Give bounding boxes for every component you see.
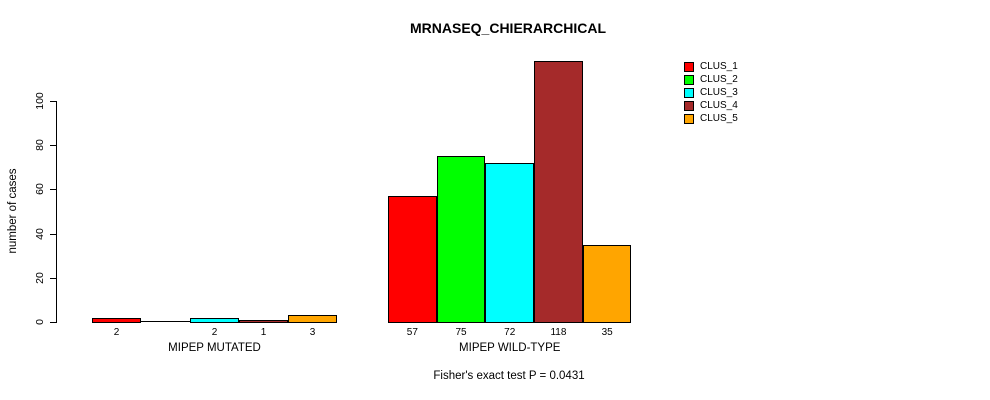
bar-value-label: 35 xyxy=(601,327,613,338)
legend-item: CLUS_4 xyxy=(684,99,738,112)
legend-item: CLUS_1 xyxy=(684,60,738,73)
bar xyxy=(190,317,239,323)
y-tick-mark xyxy=(50,101,56,102)
legend-item: CLUS_2 xyxy=(684,73,738,86)
legend-label: CLUS_5 xyxy=(700,113,738,124)
y-axis-line xyxy=(56,101,57,323)
bar-zero-line xyxy=(141,321,190,322)
bar xyxy=(288,315,337,323)
legend-swatch-icon xyxy=(684,74,694,85)
legend-label: CLUS_1 xyxy=(700,61,738,72)
legend-swatch-icon xyxy=(684,100,694,111)
y-tick-label: 40 xyxy=(34,227,46,240)
bar xyxy=(92,317,141,323)
bar xyxy=(388,196,437,323)
bar-value-label: 118 xyxy=(550,327,567,338)
chart-title: MRNASEQ_CHIERARCHICAL xyxy=(409,20,607,36)
y-tick-mark xyxy=(50,145,56,147)
bar-value-label: 72 xyxy=(504,327,516,338)
legend-swatch-icon xyxy=(684,113,694,124)
y-tick-label: 60 xyxy=(34,183,46,196)
bar-value-label: 3 xyxy=(309,327,316,338)
legend-label: CLUS_2 xyxy=(700,74,738,85)
x-category-label: MIPEP WILD-TYPE xyxy=(459,342,561,354)
legend-swatch-icon xyxy=(684,87,694,98)
bar xyxy=(239,319,288,323)
bar-value-label: 75 xyxy=(455,327,467,338)
bar xyxy=(534,61,583,323)
y-tick-label: 20 xyxy=(34,271,46,284)
y-tick-mark xyxy=(50,233,56,235)
bar-value-label: 2 xyxy=(113,327,120,338)
legend-item: CLUS_5 xyxy=(684,112,738,125)
legend-item: CLUS_3 xyxy=(684,86,738,99)
footer-annotation: Fisher's exact test P = 0.0431 xyxy=(433,370,585,382)
bar-value-label: 1 xyxy=(260,327,267,338)
y-tick-label: 80 xyxy=(34,139,46,152)
x-category-label: MIPEP MUTATED xyxy=(168,342,261,354)
bar xyxy=(485,162,535,323)
legend-swatch-icon xyxy=(684,61,694,72)
y-tick-label: 0 xyxy=(34,319,46,325)
legend-label: CLUS_4 xyxy=(700,100,738,111)
y-tick-label: 100 xyxy=(34,92,46,110)
y-tick-mark xyxy=(50,277,56,279)
bar-value-label: 2 xyxy=(211,327,218,338)
bar-value-label: 57 xyxy=(406,327,418,338)
y-tick-mark xyxy=(50,189,56,191)
bar xyxy=(436,156,486,323)
legend-label: CLUS_3 xyxy=(700,87,738,98)
y-axis-label: number of cases xyxy=(7,168,19,254)
bar xyxy=(582,244,632,323)
y-tick-mark xyxy=(50,322,56,323)
legend: CLUS_1 CLUS_2 CLUS_3 CLUS_4 CLUS_5 xyxy=(684,60,738,125)
